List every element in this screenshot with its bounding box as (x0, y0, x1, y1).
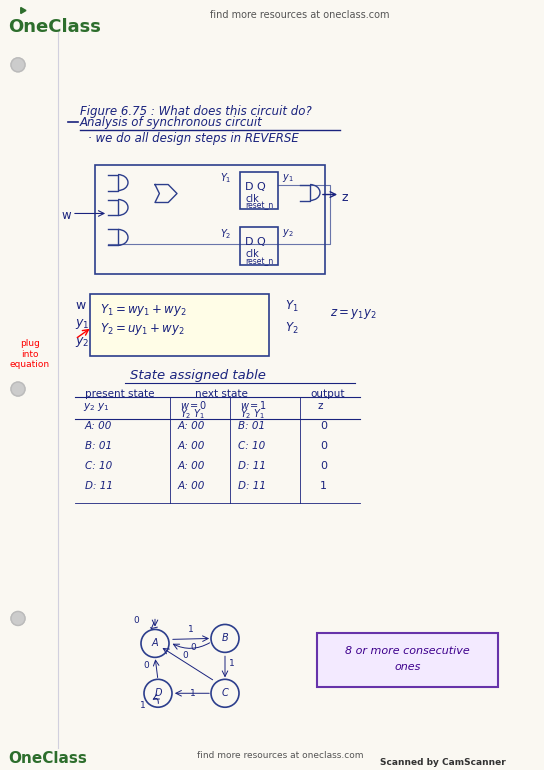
Text: $Y_2 = uy_1 + wy_2$: $Y_2 = uy_1 + wy_2$ (100, 321, 184, 337)
Text: 0: 0 (320, 441, 327, 451)
Text: $Y_1$: $Y_1$ (285, 300, 299, 314)
Text: clk: clk (245, 249, 259, 259)
Text: reset_n: reset_n (245, 202, 273, 210)
Text: z: z (318, 401, 324, 411)
Text: reset_n: reset_n (245, 257, 273, 266)
Text: 0: 0 (320, 461, 327, 470)
Text: 0: 0 (182, 651, 188, 661)
Text: C: C (221, 688, 228, 698)
Text: A: 00: A: 00 (85, 421, 113, 431)
Text: C: 10: C: 10 (85, 461, 112, 470)
Text: B: 01: B: 01 (238, 421, 265, 431)
Text: ones: ones (394, 662, 421, 672)
Text: $z = y_1 y_2$: $z = y_1 y_2$ (330, 307, 376, 321)
Text: · we do all design steps in REVERSE: · we do all design steps in REVERSE (88, 132, 299, 145)
Text: $y_2$: $y_2$ (75, 335, 89, 349)
Text: $w=1$: $w=1$ (240, 399, 267, 411)
FancyBboxPatch shape (90, 294, 269, 356)
Text: find more resources at oneclass.com: find more resources at oneclass.com (197, 751, 363, 760)
Text: $Y_2$: $Y_2$ (285, 321, 299, 336)
Circle shape (11, 58, 25, 72)
Text: D Q: D Q (245, 182, 266, 192)
Circle shape (11, 611, 25, 625)
Text: w: w (62, 209, 72, 223)
Text: A: 00: A: 00 (178, 441, 206, 451)
Text: OneClass: OneClass (8, 751, 87, 766)
Text: $y_2\;y_1$: $y_2\;y_1$ (83, 401, 109, 413)
Text: $y_1$: $y_1$ (75, 317, 89, 331)
Text: plug
into
equation: plug into equation (10, 339, 50, 369)
Text: 0: 0 (320, 421, 327, 431)
Text: A: 00: A: 00 (178, 421, 206, 431)
Text: next state: next state (195, 389, 248, 399)
Text: OneClass: OneClass (8, 18, 101, 36)
Text: clk: clk (245, 193, 259, 203)
Text: C: 10: C: 10 (238, 441, 265, 451)
Text: Scanned by CamScanner: Scanned by CamScanner (380, 758, 506, 767)
Text: 1: 1 (188, 625, 194, 634)
Text: B: 01: B: 01 (85, 441, 112, 451)
Text: $w=0$: $w=0$ (180, 399, 207, 411)
Text: A: 00: A: 00 (178, 480, 206, 490)
Text: State assigned table: State assigned table (130, 369, 266, 382)
Text: D: D (154, 688, 162, 698)
Text: D Q: D Q (245, 237, 266, 247)
Text: Analysis of synchronous circuit: Analysis of synchronous circuit (80, 116, 263, 129)
Text: present state: present state (85, 389, 154, 399)
Text: $Y_2\;Y_1$: $Y_2\;Y_1$ (180, 407, 205, 420)
Text: $Y_2$: $Y_2$ (220, 227, 232, 241)
Text: 0: 0 (190, 644, 196, 652)
Text: 8 or more consecutive: 8 or more consecutive (345, 646, 470, 656)
Text: 0: 0 (133, 617, 139, 625)
Text: w: w (75, 300, 85, 313)
Text: 1: 1 (229, 659, 235, 668)
Text: Figure 6.75 : What does this circuit do?: Figure 6.75 : What does this circuit do? (80, 105, 312, 118)
Text: 0: 0 (143, 661, 149, 671)
Circle shape (11, 382, 25, 396)
Text: A: 00: A: 00 (178, 461, 206, 470)
Text: D: 11: D: 11 (85, 480, 113, 490)
Text: D: 11: D: 11 (238, 480, 266, 490)
FancyBboxPatch shape (317, 634, 498, 688)
Text: 1: 1 (140, 701, 146, 710)
Text: A: A (152, 638, 158, 648)
Text: $Y_2\;Y_1$: $Y_2\;Y_1$ (240, 407, 265, 420)
Text: $y_2$: $y_2$ (282, 227, 294, 239)
Text: z: z (342, 190, 349, 203)
Text: 1: 1 (320, 480, 327, 490)
Text: D: 11: D: 11 (238, 461, 266, 470)
Text: B: B (221, 634, 228, 644)
Text: find more resources at oneclass.com: find more resources at oneclass.com (210, 10, 390, 20)
Text: $Y_1$: $Y_1$ (220, 172, 232, 186)
Text: $Y_1 = wy_1 + wy_2$: $Y_1 = wy_1 + wy_2$ (100, 303, 187, 318)
Text: $y_1$: $y_1$ (282, 172, 294, 183)
Text: output: output (310, 389, 344, 399)
Text: 1: 1 (190, 689, 196, 698)
